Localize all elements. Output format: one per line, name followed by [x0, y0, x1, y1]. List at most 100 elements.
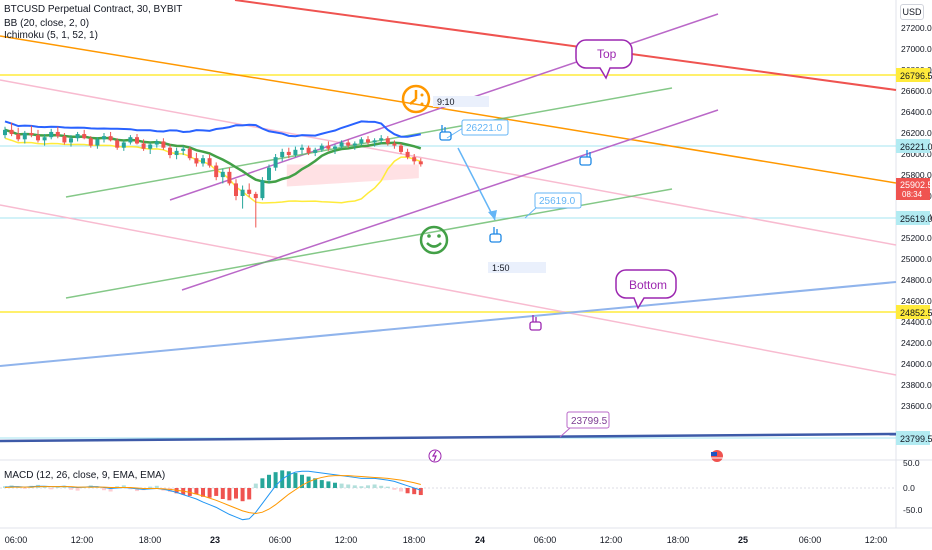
macd-histogram-bar: [293, 473, 298, 488]
arrow-path[interactable]: [457, 147, 496, 221]
price-tag-support[interactable]: 25619.0: [896, 211, 932, 225]
price-tick-label: 24000.0: [901, 359, 932, 369]
candle-body: [372, 140, 377, 143]
time-tick-label: 18:00: [139, 535, 162, 545]
time-tick-label: 12:00: [865, 535, 888, 545]
candle-body: [187, 148, 192, 159]
macd-histogram-bar: [148, 486, 153, 488]
price-tag-bottom-label: 23799.5: [900, 434, 932, 444]
price-tag-top[interactable]: 26796.5: [896, 68, 932, 82]
price-tick-label: 24600.0: [901, 296, 932, 306]
signal-line: [4, 475, 421, 515]
candle-body: [313, 149, 318, 153]
ichimoku-cloud: [286, 164, 419, 187]
macd-histogram-bar: [108, 488, 113, 492]
ichimoku-legend[interactable]: Ichimoku (5, 1, 52, 1): [4, 30, 98, 41]
clock-face-icon[interactable]: [401, 84, 431, 114]
time-box-2-label: 1:50: [492, 263, 510, 273]
pointing-hand-icon[interactable]: [489, 227, 502, 243]
candle-body: [161, 141, 166, 148]
callout-bottom[interactable]: 23799.5: [559, 411, 610, 438]
price-axis[interactable]: [896, 0, 932, 550]
event-flash-icon[interactable]: [428, 449, 442, 463]
macd-histogram-bar: [55, 487, 60, 488]
price-tag-resistance[interactable]: 26221.0: [896, 139, 932, 153]
price-tag-current-label: 25902.5: [900, 180, 932, 190]
price-tag-top-label: 26796.5: [900, 71, 932, 81]
macd-histogram-bar: [352, 485, 357, 488]
candle-body: [339, 142, 344, 147]
candle-body: [300, 147, 304, 150]
trendline-green-upper[interactable]: [65, 87, 673, 198]
price-tick-label: 25000.0: [901, 254, 932, 264]
price-tag-low-label: 24852.5: [900, 308, 932, 318]
candle-body: [346, 142, 351, 146]
macd-histogram-bar: [273, 472, 278, 488]
macd-histogram-bar: [385, 486, 390, 488]
time-box-1[interactable]: [433, 96, 489, 107]
pointing-hand-icon[interactable]: [529, 315, 542, 331]
candle-body: [121, 142, 126, 148]
candle-body: [333, 146, 337, 149]
macd-histogram-bar: [135, 488, 139, 492]
trendline-red[interactable]: [234, 0, 897, 91]
candle-body: [267, 167, 271, 181]
smiley-face-icon[interactable]: [419, 225, 449, 255]
trendline-purple-lower[interactable]: [181, 109, 719, 291]
candle-body: [3, 129, 7, 136]
macd-histogram-bar: [234, 488, 238, 499]
price-tick-label: 27200.0: [901, 23, 932, 33]
macd-histogram-bar: [399, 488, 403, 492]
candle-body: [326, 145, 331, 149]
candle-body: [240, 189, 245, 196]
currency-button[interactable]: USD: [900, 4, 924, 20]
macd-histogram-bar: [207, 488, 212, 498]
macd-axis-ticks: 50.0 0.0 -50.0: [903, 458, 923, 515]
price-tick-label: 26000.0: [901, 149, 932, 159]
price-tick-label: 25200.0: [901, 233, 932, 243]
price-tag-bottom[interactable]: 23799.5: [896, 431, 932, 445]
time-box-2[interactable]: [488, 262, 546, 273]
price-tag-low[interactable]: 24852.5: [896, 305, 932, 319]
price-tick-label: 23800.0: [901, 380, 932, 390]
symbol-legend[interactable]: BTCUSD Perpetual Contract, 30, BYBIT: [4, 4, 183, 15]
callout-resistance[interactable]: 26221.0: [446, 119, 509, 139]
pointing-hand-icon[interactable]: [579, 150, 592, 166]
pointing-hand-icon[interactable]: [439, 125, 452, 141]
candle-body: [286, 151, 291, 156]
bottom-bubble-label: Bottom: [629, 278, 667, 292]
candle-body: [82, 134, 87, 139]
macd-histogram-bar: [75, 488, 80, 491]
macd-histogram-bar: [412, 488, 417, 495]
callout-support[interactable]: 25619.0: [524, 192, 582, 219]
price-tick-label: 24400.0: [901, 317, 932, 327]
callout-support-label: 25619.0: [539, 196, 576, 207]
candle-body: [22, 133, 27, 140]
bb-legend[interactable]: BB (20, close, 2, 0): [4, 18, 90, 29]
trendline-pink-upper[interactable]: [0, 79, 897, 246]
candle-body: [141, 143, 146, 149]
trendline-bottom-navy[interactable]: [0, 432, 897, 443]
macd-legend[interactable]: MACD (12, 26, close, 9, EMA, EMA): [4, 470, 166, 481]
bottom-bubble[interactable]: Bottom: [615, 269, 677, 310]
price-tick-label: 26400.0: [901, 107, 932, 117]
candle-body: [102, 136, 106, 140]
callout-resistance-label: 26221.0: [466, 123, 503, 134]
candle-body: [95, 139, 100, 146]
macd-histogram-bar: [102, 488, 106, 491]
macd-histogram-bar: [418, 488, 423, 496]
time-tick-label: 18:00: [667, 535, 690, 545]
macd-histogram-bar: [220, 488, 225, 499]
macd-histogram-bar: [379, 485, 384, 488]
arrow-head-icon: [488, 210, 497, 220]
candle-body: [227, 171, 232, 184]
trendline-orange[interactable]: [0, 35, 897, 184]
trendline-blue[interactable]: [0, 281, 897, 367]
candle-body: [379, 138, 384, 141]
price-tag-current[interactable]: 25902.5 08:34: [896, 178, 932, 200]
candle-body: [168, 147, 172, 156]
us-flag-icon[interactable]: [711, 450, 723, 462]
top-bubble[interactable]: Top: [575, 39, 633, 80]
trendline-pink-lower[interactable]: [0, 204, 897, 376]
